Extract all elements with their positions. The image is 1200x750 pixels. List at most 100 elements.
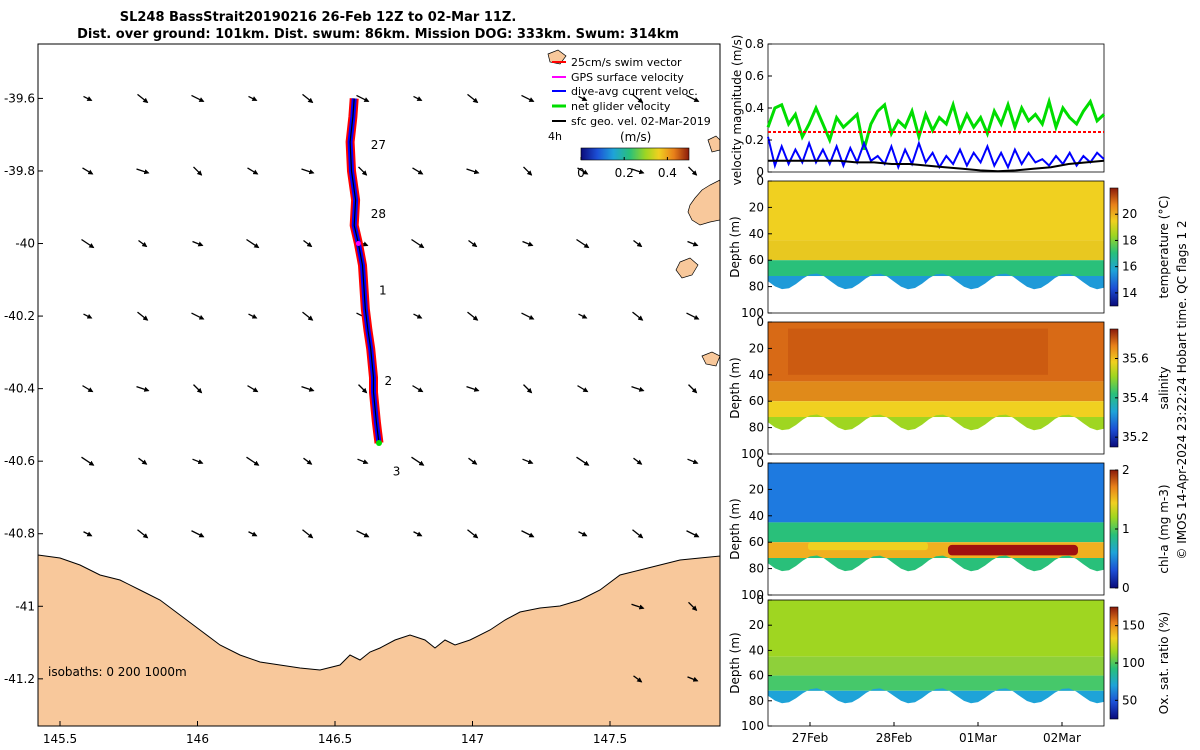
section-y-tick-label: 80 — [749, 280, 764, 294]
section-y-tick-label: 80 — [749, 421, 764, 435]
sfc-velocity-arrow — [137, 311, 149, 321]
sfc-velocity-arrow — [83, 95, 93, 101]
sfc-velocity-arrow — [632, 311, 644, 321]
sfc-velocity-arrow — [358, 384, 368, 394]
sfc-velocity-arrow — [247, 167, 259, 175]
section-y-tick-label: 100 — [741, 719, 764, 733]
glider-track — [345, 98, 384, 447]
sfc-velocity-arrow — [631, 386, 645, 392]
section-chla: 0 20 40 60 80 100 Depth (m) 0 1 2 chl-a (mg m-3) — [728, 456, 1171, 602]
sfc-velocity-arrow — [468, 240, 478, 248]
sfc-velocity-arrow — [248, 531, 258, 537]
velocity-ylabel: velocity magnitude (m/s) — [730, 35, 744, 186]
section-ylabel: Depth (m) — [728, 498, 742, 559]
velocity-y-tick-label: 0.8 — [745, 37, 764, 51]
map-x-tick-label: 147.5 — [593, 732, 627, 746]
map-colorbar-tick-label: 0.4 — [658, 166, 677, 180]
sfc-velocity-arrow — [688, 601, 698, 612]
small-island — [701, 351, 721, 367]
section-y-tick-label: 80 — [749, 694, 764, 708]
section-layer-deep — [768, 688, 1104, 704]
section-ylabel: Depth (m) — [728, 357, 742, 418]
sfc-velocity-arrow — [302, 311, 314, 321]
sfc-velocity-arrow — [468, 457, 478, 465]
track-line — [349, 98, 380, 444]
sfc-velocity-arrow — [248, 313, 258, 319]
section-y-tick-label: 60 — [749, 394, 764, 408]
velocity-y-tick-label: 0.4 — [745, 101, 764, 115]
sfc-velocity-arrow — [137, 529, 149, 539]
sfc-velocity-arrow — [632, 529, 644, 539]
map-colorbar — [580, 147, 690, 161]
sfc-velocity-arrow — [412, 167, 424, 175]
legend-swim: 25cm/s swim vector — [571, 56, 682, 69]
section-colorbar — [1109, 328, 1119, 448]
sfc-velocity-arrow — [136, 386, 150, 392]
section-layer-mid — [768, 522, 1104, 543]
map-y-tick-label: -39.8 — [4, 164, 35, 178]
map-legend: 25cm/s swim vector GPS surface velocity … — [548, 56, 711, 180]
sfc-velocity-arrow — [356, 94, 370, 102]
map-y-ticks: -39.6 -39.8 -40 -40.2 -40.4 -40.6 -40.8 -41 -41.… — [4, 91, 43, 686]
sfc-velocity-arrow — [577, 167, 589, 175]
section-y-tick-label: 20 — [749, 618, 764, 632]
legend-current: dive-avg current veloc. — [571, 85, 698, 98]
section-colorbar-tick-label: 100 — [1122, 656, 1145, 670]
sfc-velocity-arrow — [302, 529, 314, 539]
map-frame — [37, 43, 721, 727]
legend-gps: GPS surface velocity — [571, 71, 684, 84]
sfc-velocity-arrow — [411, 238, 425, 249]
section-layer-deep — [768, 273, 1104, 290]
sfc-velocity-arrow — [578, 313, 588, 319]
section-colorbar-label: temperature (°C) — [1157, 196, 1171, 299]
section-colorbar-tick-label: 150 — [1122, 619, 1145, 633]
sfc-velocity-arrow — [82, 385, 94, 393]
velocity-series-net — [766, 96, 1106, 150]
track-end-marker — [376, 440, 382, 447]
time-tick-label: 27Feb — [792, 731, 829, 745]
section-colorbar-tick-label: 14 — [1122, 286, 1137, 300]
map-y-tick-label: -41 — [15, 599, 35, 613]
map-colorbar-tick-label: 0 — [577, 166, 585, 180]
sfc-velocity-arrow — [631, 168, 645, 175]
section-layer-lower — [768, 401, 1104, 418]
surface-velocity-vectors — [81, 93, 700, 683]
velocity-y-tick-label: 0 — [756, 165, 764, 179]
section-axes — [767, 462, 1105, 596]
section-layer-lower — [768, 260, 1104, 277]
velocity-y-tick-label: 0.2 — [745, 133, 764, 147]
section-y-tick-label: 100 — [741, 306, 764, 320]
map-y-tick-label: -40.6 — [4, 454, 35, 468]
sfc-velocity-arrow — [301, 168, 315, 175]
title-line-2: Dist. over ground: 101km. Dist. swum: 86… — [77, 27, 679, 42]
section-colorbar-tick-label: 2 — [1122, 463, 1130, 477]
sfc-velocity-arrow — [687, 676, 699, 682]
legend-net: net glider velocity — [571, 100, 671, 113]
sfc-velocity-arrow — [191, 312, 205, 320]
section-y-tick-label: 20 — [749, 341, 764, 355]
sfc-velocity-arrow — [686, 94, 700, 102]
map-y-tick-label: -41.2 — [4, 672, 35, 686]
section-layer-lower — [768, 675, 1104, 691]
sfc-velocity-arrow — [136, 168, 150, 175]
section-layer-mid — [768, 656, 1104, 676]
sfc-velocity-arrow — [467, 93, 479, 104]
sfc-velocity-arrow — [577, 385, 589, 393]
sfc-velocity-arrow — [192, 458, 204, 465]
sfc-velocity-arrow — [137, 93, 149, 104]
sfc-velocity-arrow — [521, 530, 535, 538]
sfc-velocity-arrow — [138, 457, 148, 465]
map-y-tick-label: -40.8 — [4, 527, 35, 541]
section-temperature: 0 20 40 60 80 100 Depth (m) 14 16 18 20 temperature… — [728, 174, 1171, 320]
sfc-velocity-arrow — [246, 456, 260, 466]
chla-yellow-patch — [808, 542, 928, 551]
velocity-panel: 0 0.2 0.4 0.6 0.8 velocity magnitude (m/s) — [730, 35, 1106, 186]
map-x-tick-label: 146.5 — [318, 732, 352, 746]
velocity-series — [766, 96, 1106, 173]
map-x-tick-label: 145.5 — [43, 732, 77, 746]
velocity-y-tick-label: 0.6 — [745, 69, 764, 83]
section-axes — [767, 321, 1105, 455]
map-colorbar-ticks: 0 0.2 0.4 — [577, 157, 677, 180]
sfc-velocity-arrow — [576, 238, 590, 249]
